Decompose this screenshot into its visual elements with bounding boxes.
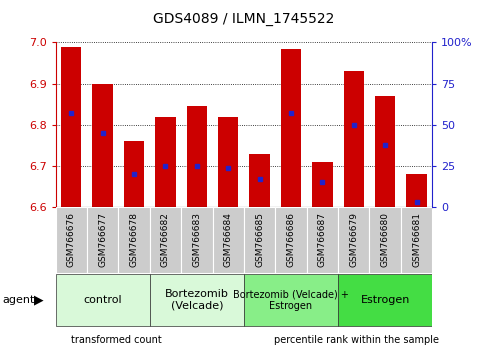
Bar — [124, 141, 144, 207]
Text: GSM766683: GSM766683 — [192, 212, 201, 267]
Bar — [87, 207, 118, 273]
Text: GSM766685: GSM766685 — [255, 212, 264, 267]
Bar — [244, 274, 338, 326]
Text: Bortezomib
(Velcade): Bortezomib (Velcade) — [165, 289, 229, 311]
Bar — [375, 96, 396, 207]
Bar — [155, 116, 176, 207]
Bar — [406, 174, 427, 207]
Bar — [186, 106, 207, 207]
Text: GDS4089 / ILMN_1745522: GDS4089 / ILMN_1745522 — [153, 12, 335, 27]
Text: percentile rank within the sample: percentile rank within the sample — [274, 335, 439, 345]
Text: GSM766678: GSM766678 — [129, 212, 139, 267]
Bar — [56, 274, 150, 326]
Text: GSM766684: GSM766684 — [224, 212, 233, 267]
Bar — [61, 47, 82, 207]
Bar — [181, 207, 213, 273]
Bar — [150, 207, 181, 273]
Bar — [244, 207, 275, 273]
Text: GSM766680: GSM766680 — [381, 212, 390, 267]
Text: Estrogen: Estrogen — [360, 295, 410, 305]
Bar — [401, 207, 432, 273]
Bar — [338, 207, 369, 273]
Text: GSM766679: GSM766679 — [349, 212, 358, 267]
Bar — [369, 207, 401, 273]
Bar — [343, 71, 364, 207]
Bar — [213, 207, 244, 273]
Text: Bortezomib (Velcade) +
Estrogen: Bortezomib (Velcade) + Estrogen — [233, 289, 349, 311]
Bar — [92, 84, 113, 207]
Bar — [338, 274, 432, 326]
Text: control: control — [84, 295, 122, 305]
Bar — [56, 207, 87, 273]
Text: GSM766676: GSM766676 — [67, 212, 76, 267]
Bar — [218, 116, 239, 207]
Text: transformed count: transformed count — [71, 335, 162, 345]
Bar — [275, 207, 307, 273]
Text: agent: agent — [2, 295, 35, 305]
Text: GSM766687: GSM766687 — [318, 212, 327, 267]
Bar — [249, 154, 270, 207]
Bar — [281, 48, 301, 207]
Text: GSM766677: GSM766677 — [98, 212, 107, 267]
Text: GSM766682: GSM766682 — [161, 212, 170, 267]
Bar — [150, 274, 244, 326]
Text: GSM766686: GSM766686 — [286, 212, 296, 267]
Bar — [307, 207, 338, 273]
Text: GSM766681: GSM766681 — [412, 212, 421, 267]
Text: ▶: ▶ — [34, 293, 43, 307]
Bar — [118, 207, 150, 273]
Bar — [312, 162, 333, 207]
